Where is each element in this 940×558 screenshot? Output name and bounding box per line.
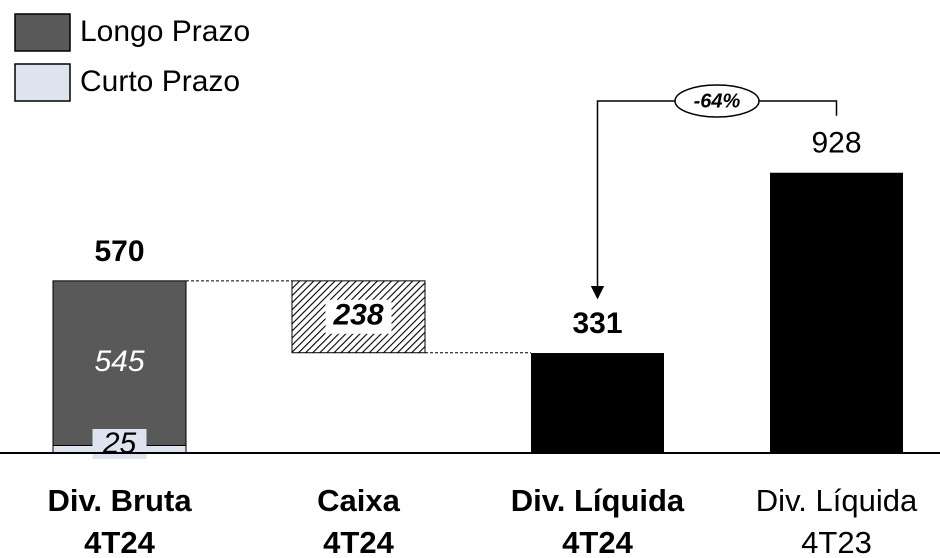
x-tick-label: Div. Líquida: [756, 483, 918, 518]
decrease-label-box: [325, 299, 392, 334]
x-tick-label: 4T24: [323, 525, 394, 558]
legend-label: Longo Prazo: [80, 15, 250, 48]
x-tick-label: 4T24: [562, 525, 633, 558]
x-tick-label: Div. Líquida: [511, 483, 685, 518]
total-label: 570: [94, 235, 144, 268]
annotation-label: -64%: [694, 90, 741, 112]
segment-label: 25: [102, 427, 137, 460]
segment-label: 545: [94, 345, 144, 378]
legend-swatch: [14, 63, 71, 102]
legend-swatch: [14, 13, 71, 52]
bar-segment: [52, 280, 187, 446]
x-tick-label: 4T24: [84, 525, 155, 558]
bar: [531, 353, 664, 453]
x-tick-label: Div. Bruta: [47, 483, 192, 518]
x-tick-label: Caixa: [317, 483, 400, 518]
bar: [770, 172, 903, 453]
bar: [291, 280, 426, 354]
total-label: 928: [811, 127, 861, 160]
x-tick-label: 4T23: [801, 525, 872, 558]
annotation-bubble: [674, 84, 760, 118]
decrease-label: 238: [332, 299, 383, 332]
total-label: 331: [572, 307, 622, 340]
legend-label: Curto Prazo: [80, 65, 240, 98]
